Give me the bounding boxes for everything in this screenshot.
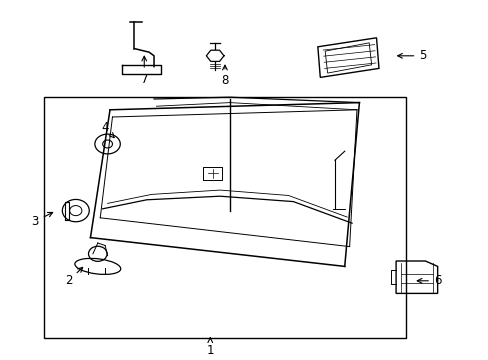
Text: 8: 8 [221, 65, 228, 87]
Text: 5: 5 [397, 49, 426, 62]
Text: 6: 6 [416, 274, 441, 287]
Bar [44, 97, 405, 338]
Text: 4: 4 [101, 121, 114, 138]
Text: 3: 3 [31, 212, 53, 228]
Text: 2: 2 [64, 267, 82, 287]
Text: 1: 1 [206, 338, 214, 357]
Text: 7: 7 [140, 56, 148, 86]
